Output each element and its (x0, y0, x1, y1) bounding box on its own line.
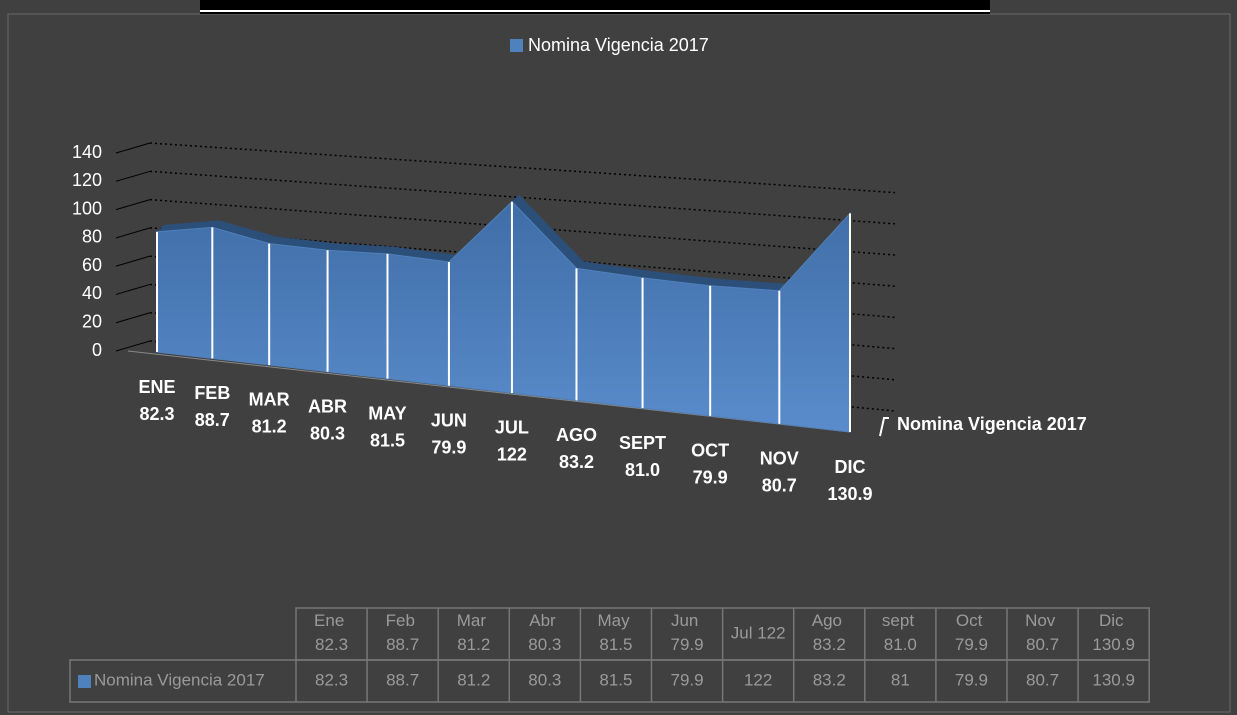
data-label: 81.5 (370, 430, 405, 450)
data-label: 122 (497, 445, 527, 465)
depth-tick (879, 417, 889, 437)
header-line: 81.5 (599, 635, 632, 654)
table-value: 79.9 (671, 670, 704, 689)
data-label: 79.9 (693, 468, 728, 488)
table-value: 82.3 (315, 670, 348, 689)
table-row-label: Nomina Vigencia 2017 (94, 670, 265, 689)
table-value: 79.9 (955, 670, 988, 689)
y-tick-label: 60 (82, 255, 102, 275)
data-label: 81.0 (625, 460, 660, 480)
data-label: 80.3 (310, 423, 345, 443)
data-label: 83.2 (559, 452, 594, 472)
title-underline (200, 10, 990, 12)
x-tick-label: MAY (368, 403, 406, 423)
data-label: 79.9 (431, 437, 466, 457)
header-line: 130.9 (1092, 635, 1135, 654)
x-tick-label: MAR (249, 390, 290, 410)
table-column-header: Ene 82.3 (314, 611, 349, 654)
y-tick-label: 80 (82, 227, 102, 247)
table-value: 83.2 (813, 670, 846, 689)
data-label: 80.7 (762, 476, 797, 496)
header-line: Jun (671, 611, 703, 630)
table-value: 81 (891, 670, 910, 689)
table-column-header: Ago 83.2 (812, 611, 847, 654)
table-value: 81.5 (599, 670, 632, 689)
table-column-header: Feb 88.7 (386, 611, 420, 654)
header-line: 81.0 (884, 635, 917, 654)
y-tick-label: 20 (82, 311, 102, 331)
header-line: 83.2 (813, 635, 846, 654)
table-value: 81.2 (457, 670, 490, 689)
table-column-header: Nov 80.7 (1025, 611, 1060, 654)
x-tick-label: NOV (760, 449, 799, 469)
header-line: 79.9 (955, 635, 988, 654)
data-label: 130.9 (827, 484, 872, 504)
table-column-header: Dic 130.9 (1092, 611, 1135, 654)
header-line: May (598, 611, 635, 630)
table-value: 130.9 (1092, 670, 1135, 689)
table-column-header: Jun 79.9 (671, 611, 704, 654)
header-line: Dic (1099, 611, 1128, 630)
y-tick-label: 40 (82, 283, 102, 303)
table-value: 80.3 (528, 670, 561, 689)
header-line: Ago (812, 611, 847, 630)
table-row (69, 659, 1150, 703)
header-line: Mar (457, 611, 491, 630)
table-column-header: sept 81.0 (882, 611, 919, 654)
y-tick-label: 140 (72, 142, 102, 162)
table-value: 122 (744, 670, 772, 689)
x-tick-label: ABR (308, 396, 347, 416)
side-grid-line (115, 142, 151, 154)
x-tick-label: JUN (431, 410, 467, 430)
table-column-header: Abr 80.3 (528, 611, 561, 654)
x-tick-label: JUL (495, 418, 529, 438)
header-line: 88.7 (386, 635, 419, 654)
side-grid-line (115, 340, 151, 352)
side-grid-line (115, 199, 151, 211)
header-line: Feb (386, 611, 420, 630)
header-line: Abr (529, 611, 560, 630)
header-line: Nov (1025, 611, 1060, 630)
y-tick-label: 0 (92, 340, 102, 360)
x-tick-label: OCT (691, 441, 729, 461)
data-label: 82.3 (139, 404, 174, 424)
table-column-header: Mar 81.2 (457, 611, 491, 654)
side-grid-line (115, 312, 151, 324)
table-column-header: Oct 79.9 (955, 611, 988, 654)
legend-swatch (510, 39, 523, 52)
legend-label: Nomina Vigencia 2017 (528, 35, 709, 55)
y-tick-label: 100 (72, 198, 102, 218)
data-label: 88.7 (195, 410, 230, 430)
header-line: 80.7 (1026, 635, 1059, 654)
x-tick-label: AGO (556, 425, 597, 445)
header-line: Oct (956, 611, 987, 630)
x-tick-label: DIC (835, 457, 866, 477)
header-line: 79.9 (671, 635, 704, 654)
table-column-header: May 81.5 (598, 611, 635, 654)
side-grid-line (115, 227, 151, 239)
side-grid-line (115, 255, 151, 267)
x-tick-label: FEB (194, 383, 230, 403)
table-swatch (78, 675, 91, 688)
area-top (157, 194, 857, 291)
side-grid-line (115, 283, 151, 295)
header-line: 81.2 (457, 635, 490, 654)
x-tick-label: SEPT (619, 433, 666, 453)
table-value: 80.7 (1026, 670, 1059, 689)
table-value: 88.7 (386, 670, 419, 689)
y-tick-label: 120 (72, 170, 102, 190)
data-label: 81.2 (252, 417, 287, 437)
header-line: Ene (314, 611, 349, 630)
x-tick-label: ENE (138, 377, 175, 397)
header-line: 82.3 (315, 635, 348, 654)
table-column-header: Jul 122 (731, 623, 786, 642)
side-grid-line (115, 170, 151, 182)
header-line: sept (882, 611, 919, 630)
depth-axis-label: Nomina Vigencia 2017 (897, 414, 1087, 434)
header-line: 80.3 (528, 635, 561, 654)
